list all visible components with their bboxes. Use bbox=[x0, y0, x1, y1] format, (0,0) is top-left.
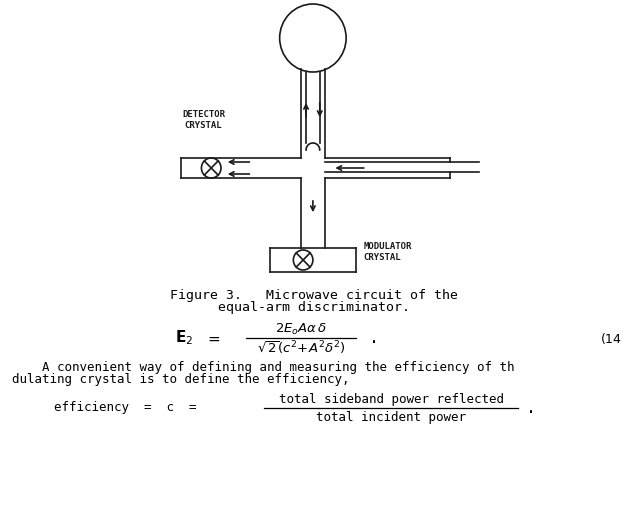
Text: A convenient way of defining and measuring the efficiency of th: A convenient way of defining and measuri… bbox=[12, 361, 514, 373]
Text: .: . bbox=[369, 329, 379, 347]
Text: dulating crystal is to define the efficiency,: dulating crystal is to define the effici… bbox=[12, 373, 349, 387]
Text: DETECTOR
CRYSTAL: DETECTOR CRYSTAL bbox=[182, 110, 225, 130]
Text: total sideband power reflected: total sideband power reflected bbox=[279, 393, 503, 405]
Text: .: . bbox=[526, 399, 536, 417]
Text: $\mathbf{E}_2$: $\mathbf{E}_2$ bbox=[175, 329, 193, 347]
Text: total incident power: total incident power bbox=[316, 411, 466, 425]
Text: MODULATOR
CRYSTAL: MODULATOR CRYSTAL bbox=[364, 242, 412, 262]
Text: $2E_o A\alpha\,\delta$: $2E_o A\alpha\,\delta$ bbox=[275, 322, 327, 337]
Text: equal-arm discriminator.: equal-arm discriminator. bbox=[218, 302, 410, 314]
Text: $(14$: $(14$ bbox=[600, 331, 622, 345]
Text: efficiency  =  c  =: efficiency = c = bbox=[54, 401, 196, 415]
Text: $\sqrt{2}(c^2\!+\!A^2\delta^2)$: $\sqrt{2}(c^2\!+\!A^2\delta^2)$ bbox=[257, 339, 345, 357]
Text: Figure 3.   Microwave circuit of the: Figure 3. Microwave circuit of the bbox=[170, 289, 458, 302]
Text: $=$: $=$ bbox=[205, 331, 221, 345]
